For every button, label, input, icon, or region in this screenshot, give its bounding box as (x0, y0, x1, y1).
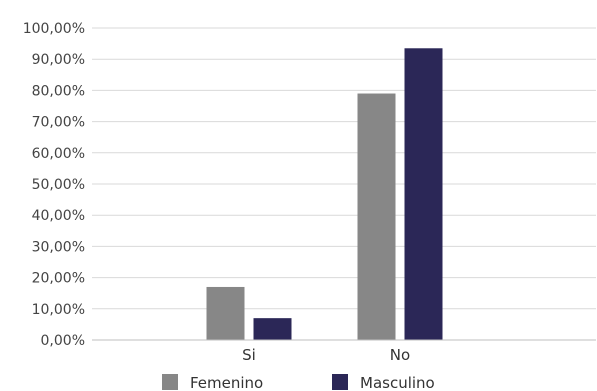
y-tick-label: 40,00% (32, 208, 85, 224)
y-tick-label: 30,00% (32, 239, 85, 255)
x-category-label: No (390, 346, 410, 364)
legend-label: Masculino (360, 374, 435, 391)
y-tick-label: 80,00% (32, 83, 85, 99)
bar-masculino-si (253, 318, 292, 340)
gridlines (92, 27, 596, 310)
legend-swatch (332, 374, 348, 390)
bar-masculino-no (404, 48, 443, 340)
y-tick-label: 10,00% (32, 302, 85, 318)
x-axis-category-labels: Si No (242, 346, 410, 364)
y-tick-label: 20,00% (32, 271, 85, 287)
y-tick-label: 0,00% (41, 333, 85, 349)
y-tick-label: 50,00% (32, 177, 85, 193)
bars (206, 48, 443, 341)
bar-femenino-si (206, 286, 245, 340)
y-tick-label: 60,00% (32, 146, 85, 162)
legend: Femenino Masculino (162, 374, 435, 391)
y-axis-tick-labels: 0,00% 10,00% 20,00% 30,00% 40,00% 50,00% 60,00… (23, 21, 85, 349)
y-tick-label: 90,00% (32, 52, 85, 68)
legend-swatch (162, 374, 178, 390)
bar-femenino-no (357, 93, 396, 341)
y-tick-label: 100,00% (23, 21, 85, 37)
legend-label: Femenino (190, 374, 263, 391)
y-tick-label: 70,00% (32, 115, 85, 131)
x-category-label: Si (242, 346, 256, 364)
